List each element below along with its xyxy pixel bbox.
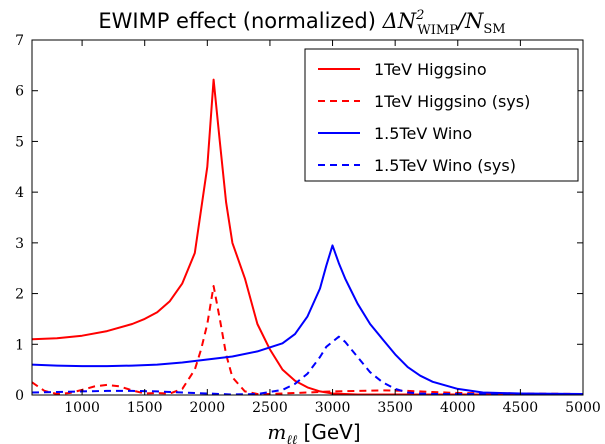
series-line-0 [32, 78, 583, 395]
x-tick-label: 1500 [127, 400, 163, 416]
chart-title: EWIMP effect (normalized) ΔN2 WIMP/NSM [98, 8, 505, 38]
legend-box [304, 48, 579, 182]
y-tick-label: 1 [15, 337, 24, 353]
x-tick-label: 2000 [189, 400, 225, 416]
y-tick-label: 6 [15, 84, 24, 100]
legend-items: 1TeV Higgsino 1TeV Higgsino (sys) 1.5TeV W… [318, 60, 530, 175]
x-tick-label: 4000 [440, 400, 476, 416]
legend-label-2: 1.5TeV Wino [374, 124, 472, 143]
legend-label-1: 1TeV Higgsino (sys) [374, 92, 530, 111]
y-tick-label: 0 [15, 388, 24, 404]
x-tick-label: 3000 [315, 400, 351, 416]
y-tick-label: 4 [15, 185, 24, 201]
x-axis-label: mℓℓ [GeV] [267, 420, 360, 444]
title-delta-n: ΔN [382, 9, 417, 33]
legend-label-0: 1TeV Higgsino [374, 60, 487, 79]
title-slash-n: /N [456, 9, 484, 33]
title-sup: 2 [415, 8, 424, 23]
x-tick-label: 5000 [565, 400, 601, 416]
title-sub1: WIMP [417, 23, 458, 38]
title-prefix: EWIMP effect (normalized) [98, 9, 382, 33]
series-line-1 [32, 285, 583, 395]
x-tick-label: 3500 [377, 400, 413, 416]
y-tick-label: 3 [15, 236, 24, 252]
legend: 1TeV Higgsino 1TeV Higgsino (sys) 1.5TeV W… [304, 48, 579, 182]
series-line-2 [32, 244, 583, 395]
series-layer [32, 78, 583, 395]
plot-frame [31, 39, 584, 396]
x-axis-label-sub: ℓℓ [286, 433, 297, 444]
y-tick-label: 2 [15, 287, 24, 303]
ticks-layer: 1000 1500 2000 2500 3000 3500 4000 4500 5000 0 1 2 3… [15, 33, 601, 416]
legend-label-3: 1.5TeV Wino (sys) [374, 156, 516, 175]
x-axis-label-var: m [267, 420, 286, 444]
x-tick-label: 2500 [252, 400, 288, 416]
y-tick-label: 5 [15, 134, 24, 150]
x-tick-label: 1000 [64, 400, 100, 416]
x-axis-label-unit: [GeV] [297, 420, 360, 444]
y-tick-label: 7 [15, 33, 24, 49]
title-sub2: SM [483, 22, 505, 37]
x-tick-label: 4500 [503, 400, 539, 416]
